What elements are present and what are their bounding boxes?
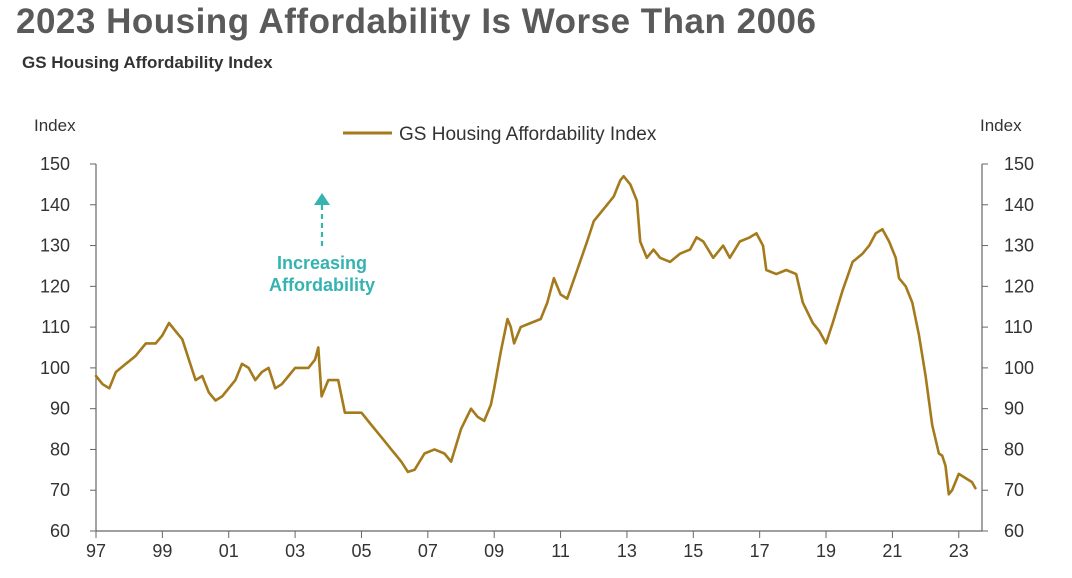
- x-tick-label: 13: [617, 541, 637, 561]
- series-line: [94, 174, 977, 496]
- x-tick-label: 07: [418, 541, 438, 561]
- x-tick-label: 09: [484, 541, 504, 561]
- y-tick-label-left: 150: [40, 154, 70, 174]
- chart-subtitle: GS Housing Affordability Index: [22, 53, 273, 72]
- x-tick-label: 17: [750, 541, 770, 561]
- y-tick-label-right: 60: [1004, 521, 1024, 541]
- annotation-arrow-head: [314, 193, 330, 205]
- y-tick-label-left: 90: [50, 399, 70, 419]
- x-tick-label: 15: [683, 541, 703, 561]
- y-axis-title-left: Index: [34, 116, 76, 135]
- x-tick-label: 11: [551, 541, 570, 561]
- y-tick-label-left: 140: [40, 195, 70, 215]
- x-tick-label: 99: [152, 541, 172, 561]
- y-tick-label-right: 120: [1004, 276, 1034, 296]
- x-tick-label: 23: [949, 541, 969, 561]
- x-tick-label: 97: [86, 541, 106, 561]
- y-tick-label-left: 110: [41, 317, 70, 337]
- y-tick-label-right: 130: [1004, 236, 1034, 256]
- y-tick-label-left: 80: [50, 439, 70, 459]
- x-tick-label: 05: [351, 541, 371, 561]
- x-tick-label: 03: [285, 541, 305, 561]
- y-tick-label-left: 70: [50, 480, 70, 500]
- x-tick-label: 21: [882, 541, 902, 561]
- y-tick-label-left: 120: [40, 276, 70, 296]
- y-axis-title-right: Index: [980, 116, 1022, 135]
- y-tick-label-right: 90: [1004, 399, 1024, 419]
- page-title: 2023 Housing Affordability Is Worse Than…: [16, 2, 817, 41]
- annotation-text-line: Increasing: [277, 253, 367, 273]
- y-tick-label-left: 130: [40, 236, 70, 256]
- y-tick-label-right: 110: [1004, 317, 1033, 337]
- x-tick-label: 01: [219, 541, 239, 561]
- y-tick-label-left: 100: [40, 358, 70, 378]
- y-tick-label-left: 60: [50, 521, 70, 541]
- y-tick-label-right: 80: [1004, 439, 1024, 459]
- x-tick-label: 19: [816, 541, 836, 561]
- annotation-text-line: Affordability: [269, 275, 375, 295]
- legend-label: GS Housing Affordability Index: [399, 124, 657, 145]
- y-tick-label-right: 150: [1004, 154, 1034, 174]
- y-tick-label-right: 70: [1004, 480, 1024, 500]
- y-tick-label-right: 140: [1004, 195, 1034, 215]
- y-tick-label-right: 100: [1004, 358, 1034, 378]
